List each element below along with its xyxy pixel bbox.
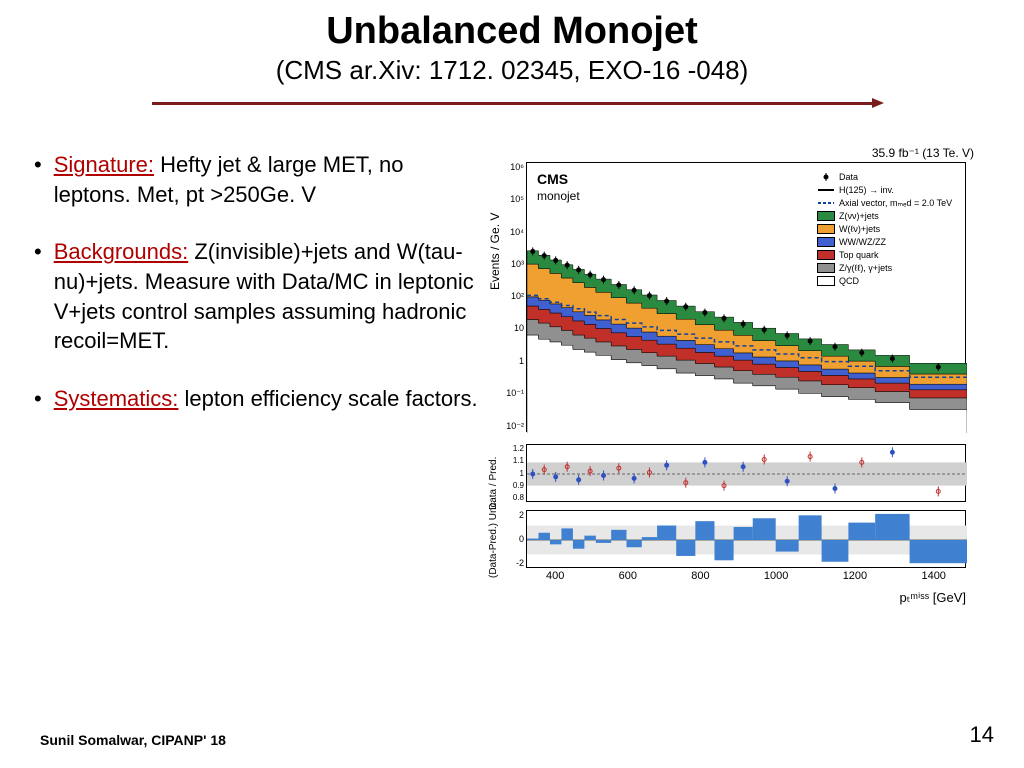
bullet-label: Backgrounds:: [54, 239, 189, 264]
title-divider: [152, 102, 872, 105]
yticks-main: 10⁶10⁵10⁴10³10²10110⁻¹10⁻²: [500, 162, 524, 432]
yticks-ratio: 1.21.110.90.8: [504, 444, 524, 502]
page-number: 14: [970, 722, 994, 748]
yticks-pull: 20-2: [508, 510, 524, 568]
bullet-label: Systematics:: [54, 386, 179, 411]
slide-title: Unbalanced Monojet: [30, 10, 994, 53]
luminosity-label: 35.9 fb⁻¹ (13 Te. V): [872, 146, 974, 160]
x-axis-label: pₜᵐⁱˢˢ [GeV]: [526, 590, 966, 606]
pull-panel: [526, 510, 966, 568]
ratio-panel: [526, 444, 966, 502]
y-axis-label-pull: (Data-Pred.) Unc.: [488, 500, 499, 578]
cms-label: CMS: [537, 171, 568, 187]
footer-author: Sunil Somalwar, CIPANP' 18: [40, 732, 226, 748]
main-histogram: CMS monojet DataH(125) → inv.Axial vecto…: [526, 162, 966, 432]
bullet-item: • Signature: Hefty jet & large MET, no l…: [30, 150, 484, 209]
bullet-list: • Signature: Hefty jet & large MET, no l…: [30, 150, 494, 610]
bullet-item: • Backgrounds: Z(invisible)+jets and W(t…: [30, 237, 484, 356]
chart-container: 35.9 fb⁻¹ (13 Te. V) Events / Ge. V Data…: [494, 150, 994, 610]
bullet-text: lepton efficiency scale factors.: [178, 386, 477, 411]
bullet-item: • Systematics: lepton efficiency scale f…: [30, 384, 484, 414]
slide-subtitle: (CMS ar.Xiv: 1712. 02345, EXO-16 -048): [30, 55, 994, 86]
bullet-label: Signature:: [54, 152, 154, 177]
legend: DataH(125) → inv.Axial vector, mₘₑd = 2.…: [817, 171, 957, 288]
x-ticks: 400600800100012001400: [526, 570, 966, 582]
region-label: monojet: [537, 189, 580, 203]
